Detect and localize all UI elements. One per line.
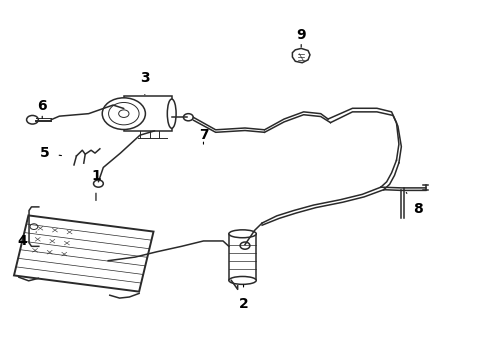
Text: 8: 8 <box>406 193 423 216</box>
FancyBboxPatch shape <box>124 96 172 131</box>
Circle shape <box>183 114 193 121</box>
Ellipse shape <box>167 99 176 128</box>
Circle shape <box>109 103 139 125</box>
Circle shape <box>94 180 103 187</box>
Text: 6: 6 <box>37 99 47 118</box>
Text: 4: 4 <box>18 232 36 248</box>
Circle shape <box>119 110 129 117</box>
Ellipse shape <box>229 230 256 238</box>
Circle shape <box>30 224 38 229</box>
Text: 3: 3 <box>140 71 149 95</box>
Text: 2: 2 <box>239 285 248 311</box>
Text: 7: 7 <box>198 128 208 144</box>
Text: 9: 9 <box>296 28 306 47</box>
Text: 1: 1 <box>91 170 101 201</box>
Bar <box>229 234 256 280</box>
Circle shape <box>240 242 250 249</box>
Text: 5: 5 <box>40 146 61 160</box>
Circle shape <box>102 98 146 130</box>
Circle shape <box>26 116 38 124</box>
Ellipse shape <box>229 276 256 284</box>
